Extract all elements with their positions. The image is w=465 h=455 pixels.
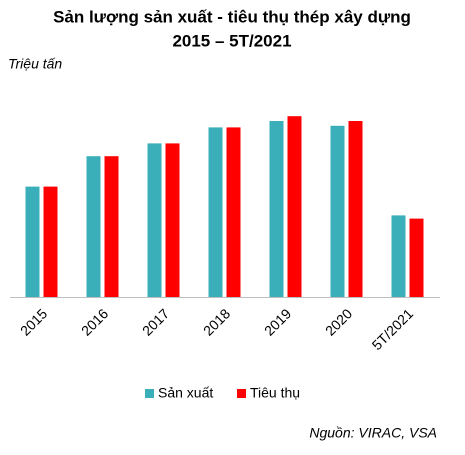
x-tick-label: 2018 xyxy=(200,305,233,338)
bar xyxy=(269,121,284,297)
legend-swatch xyxy=(145,389,154,398)
chart-title: 2015 – 5T/2021 xyxy=(172,31,291,50)
bar xyxy=(104,156,119,297)
x-tick-label: 2015 xyxy=(17,305,50,338)
chart-title: Sản lượng sản xuất - tiêu thụ thép xây d… xyxy=(53,7,411,26)
bar xyxy=(147,143,162,297)
bar xyxy=(165,143,180,297)
bar xyxy=(330,125,345,297)
legend-swatch xyxy=(237,389,246,398)
bar xyxy=(43,186,58,297)
bar xyxy=(409,218,424,297)
x-tick-label: 2020 xyxy=(322,305,355,338)
legend-label: Tiêu thụ xyxy=(250,385,300,401)
legend-label: Sản xuất xyxy=(158,385,213,401)
x-tick-label: 2019 xyxy=(261,305,294,338)
bar xyxy=(391,215,406,297)
x-tick-label: 2016 xyxy=(78,305,111,338)
bar xyxy=(348,121,363,297)
x-tick-label: 2017 xyxy=(139,305,172,338)
y-axis-label: Triệu tấn xyxy=(8,56,62,72)
bar xyxy=(226,127,241,298)
bar xyxy=(208,127,223,298)
source: Nguồn: VIRAC, VSA xyxy=(309,425,437,441)
x-tick-label: 5T/2021 xyxy=(369,305,417,353)
bar xyxy=(25,186,40,297)
bar xyxy=(86,156,101,297)
bar xyxy=(287,116,302,297)
